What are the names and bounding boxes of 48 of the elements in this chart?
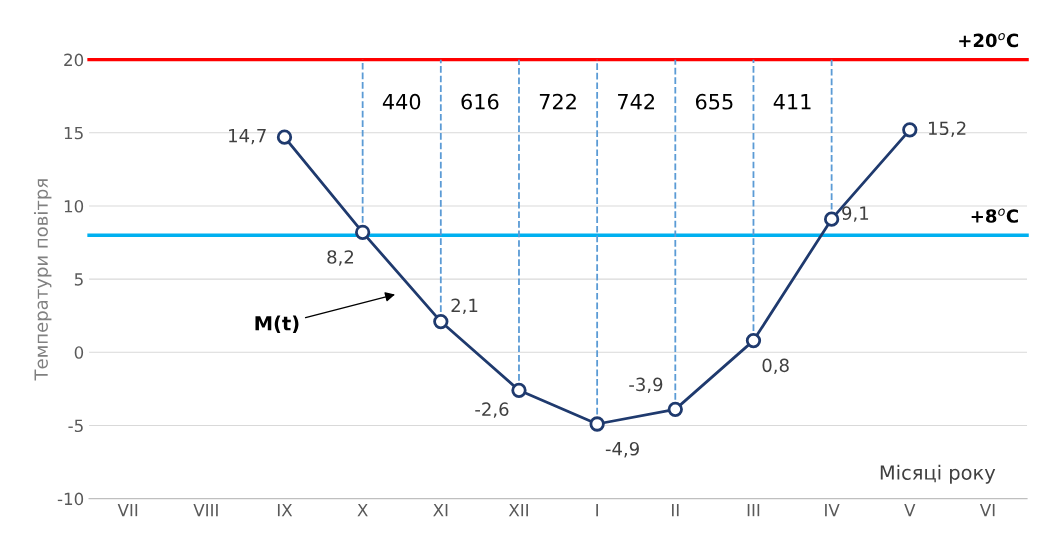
- annotation: 440: [382, 93, 421, 110]
- x-tick-label: XII: [508, 504, 528, 517]
- point: [902, 122, 918, 138]
- y-tick-label: 10: [64, 199, 84, 213]
- data-label: 15,2: [928, 121, 966, 137]
- ref-line-label: +20$^{o}$C: [959, 33, 1019, 48]
- point: [276, 129, 293, 145]
- data-label: 0,8: [762, 358, 789, 374]
- data-label: -4,9: [605, 441, 639, 458]
- x-tick-label: III: [747, 504, 760, 517]
- x-tick-label: II: [672, 504, 679, 517]
- x-tick-label: XI: [433, 504, 448, 517]
- x-tick-label: X: [357, 504, 368, 517]
- data-label: -3,9: [629, 377, 663, 394]
- point: [589, 416, 605, 432]
- x-tick-label: VIII: [193, 504, 218, 517]
- data-label: 2,1: [451, 298, 478, 315]
- y-tick-label: 20: [64, 53, 84, 67]
- data-label: -2,6: [475, 402, 509, 418]
- x-tick-label: VI: [979, 504, 995, 517]
- y-tick-label: 15: [64, 126, 83, 140]
- y-axis-title: Температури повітря: [33, 179, 52, 381]
- x-axis-title: Місяці року: [880, 464, 996, 484]
- x-tick-label: VII: [117, 504, 138, 517]
- annotation: M(t): [255, 315, 299, 333]
- data-label: 14,7: [229, 129, 266, 145]
- data-label: 9,1: [842, 206, 869, 222]
- annotation: 655: [695, 93, 733, 110]
- point: [433, 313, 449, 330]
- point: [745, 332, 762, 349]
- y-tick-label: 5: [74, 273, 83, 286]
- point: [823, 211, 840, 227]
- point: [355, 224, 371, 240]
- x-tick-label: IX: [277, 504, 293, 517]
- annotation: 742: [618, 93, 655, 110]
- y-tick-label: 0: [74, 346, 84, 359]
- x-tick-label: IV: [825, 504, 840, 517]
- point: [511, 382, 527, 398]
- ref-line-label: +8$^{o}$C: [971, 208, 1018, 223]
- annotation: 616: [461, 93, 499, 110]
- annotation: 411: [773, 94, 811, 110]
- point: [667, 401, 683, 418]
- x-tick-label: I: [596, 504, 598, 517]
- x-tick-label: V: [904, 504, 916, 517]
- y-tick-label: -5: [68, 419, 83, 433]
- data-label: 8,2: [327, 250, 354, 266]
- y-tick-label: -10: [57, 492, 84, 506]
- annotation: 722: [539, 93, 576, 110]
